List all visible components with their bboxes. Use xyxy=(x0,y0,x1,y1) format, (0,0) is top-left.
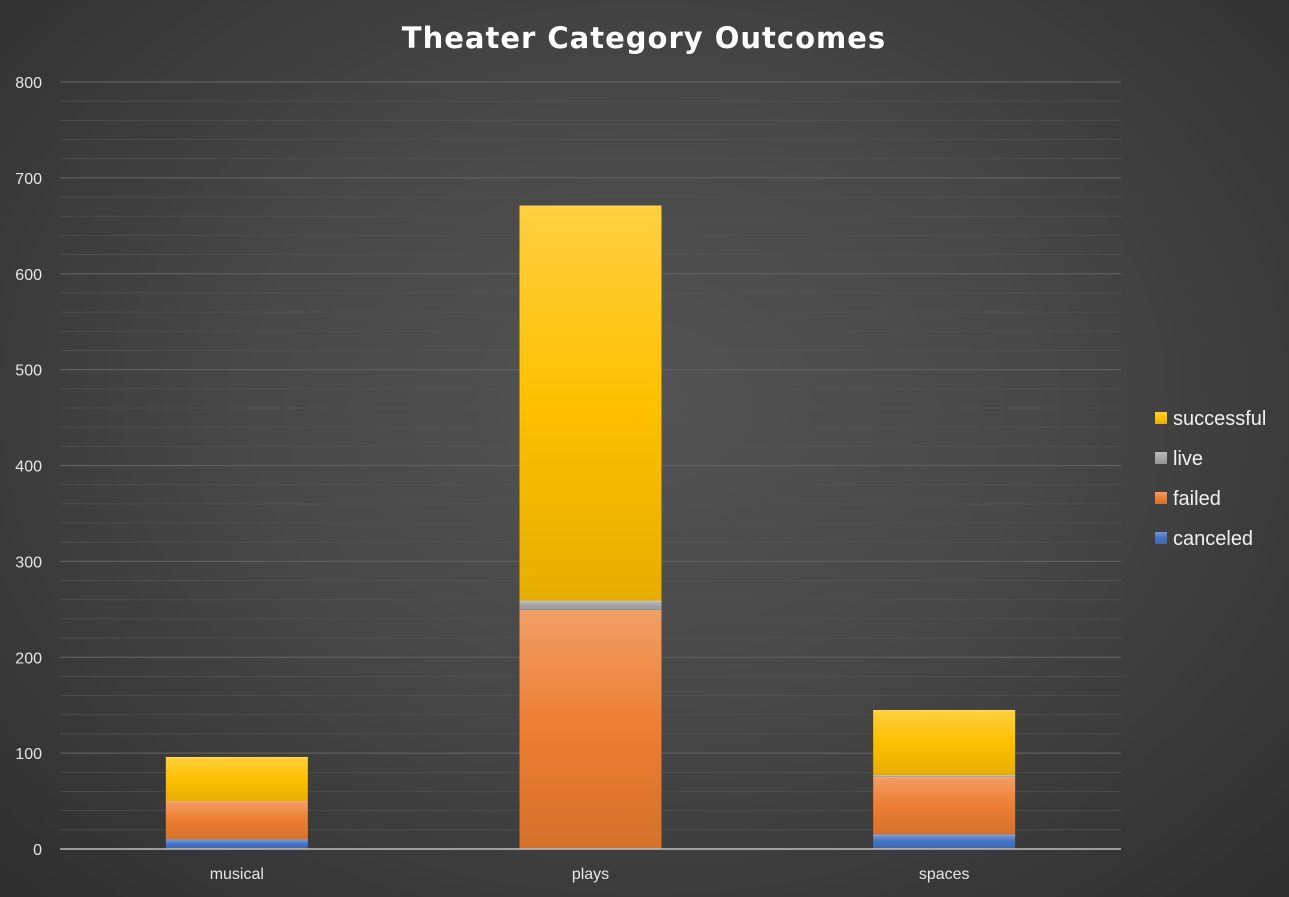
bar-stack-plays[interactable] xyxy=(519,205,662,849)
legend-label: successful xyxy=(1173,408,1266,430)
y-tick-label: 700 xyxy=(15,171,42,188)
bar-stack-musical[interactable] xyxy=(165,756,308,849)
y-tick-label: 600 xyxy=(15,267,42,284)
x-category-label: plays xyxy=(572,866,609,883)
legend[interactable]: successful live failed canceled xyxy=(1155,408,1266,550)
legend-label: failed xyxy=(1173,488,1221,510)
legend-swatch xyxy=(1155,412,1167,424)
legend-swatch xyxy=(1155,492,1167,504)
legend-swatch xyxy=(1155,532,1167,544)
y-tick-label: 800 xyxy=(15,75,42,92)
x-axis-tick-labels: musical plays spaces xyxy=(210,866,970,883)
bar-plays-failed[interactable] xyxy=(519,610,662,849)
y-tick-label: 300 xyxy=(15,554,42,571)
bar-plays-successful[interactable] xyxy=(519,205,662,601)
legend-item-canceled[interactable]: canceled xyxy=(1155,528,1253,550)
bar-musical-canceled[interactable] xyxy=(165,839,308,849)
y-tick-label: 400 xyxy=(15,459,42,476)
chart-title: Theater Category Outcomes xyxy=(402,21,886,55)
legend-item-live[interactable]: live xyxy=(1155,448,1203,470)
bar-plays-live[interactable] xyxy=(519,600,662,611)
bars xyxy=(165,205,1016,849)
y-tick-label: 0 xyxy=(33,842,42,859)
bar-spaces-successful[interactable] xyxy=(873,709,1016,776)
bar-stack-spaces[interactable] xyxy=(873,709,1016,849)
y-tick-label: 100 xyxy=(15,746,42,763)
legend-item-failed[interactable]: failed xyxy=(1155,488,1221,510)
legend-label: live xyxy=(1173,448,1203,470)
bar-musical-failed[interactable] xyxy=(165,801,308,840)
legend-item-successful[interactable]: successful xyxy=(1155,408,1266,430)
y-tick-label: 200 xyxy=(15,650,42,667)
bar-spaces-canceled[interactable] xyxy=(873,834,1016,849)
bar-spaces-failed[interactable] xyxy=(873,777,1016,835)
y-axis-tick-labels: 0 100 200 300 400 500 600 700 800 xyxy=(15,75,42,859)
bar-musical-successful[interactable] xyxy=(165,756,308,802)
x-category-label: musical xyxy=(210,866,264,883)
legend-label: canceled xyxy=(1173,528,1253,550)
x-category-label: spaces xyxy=(919,866,970,883)
legend-swatch xyxy=(1155,452,1167,464)
y-tick-label: 500 xyxy=(15,363,42,380)
